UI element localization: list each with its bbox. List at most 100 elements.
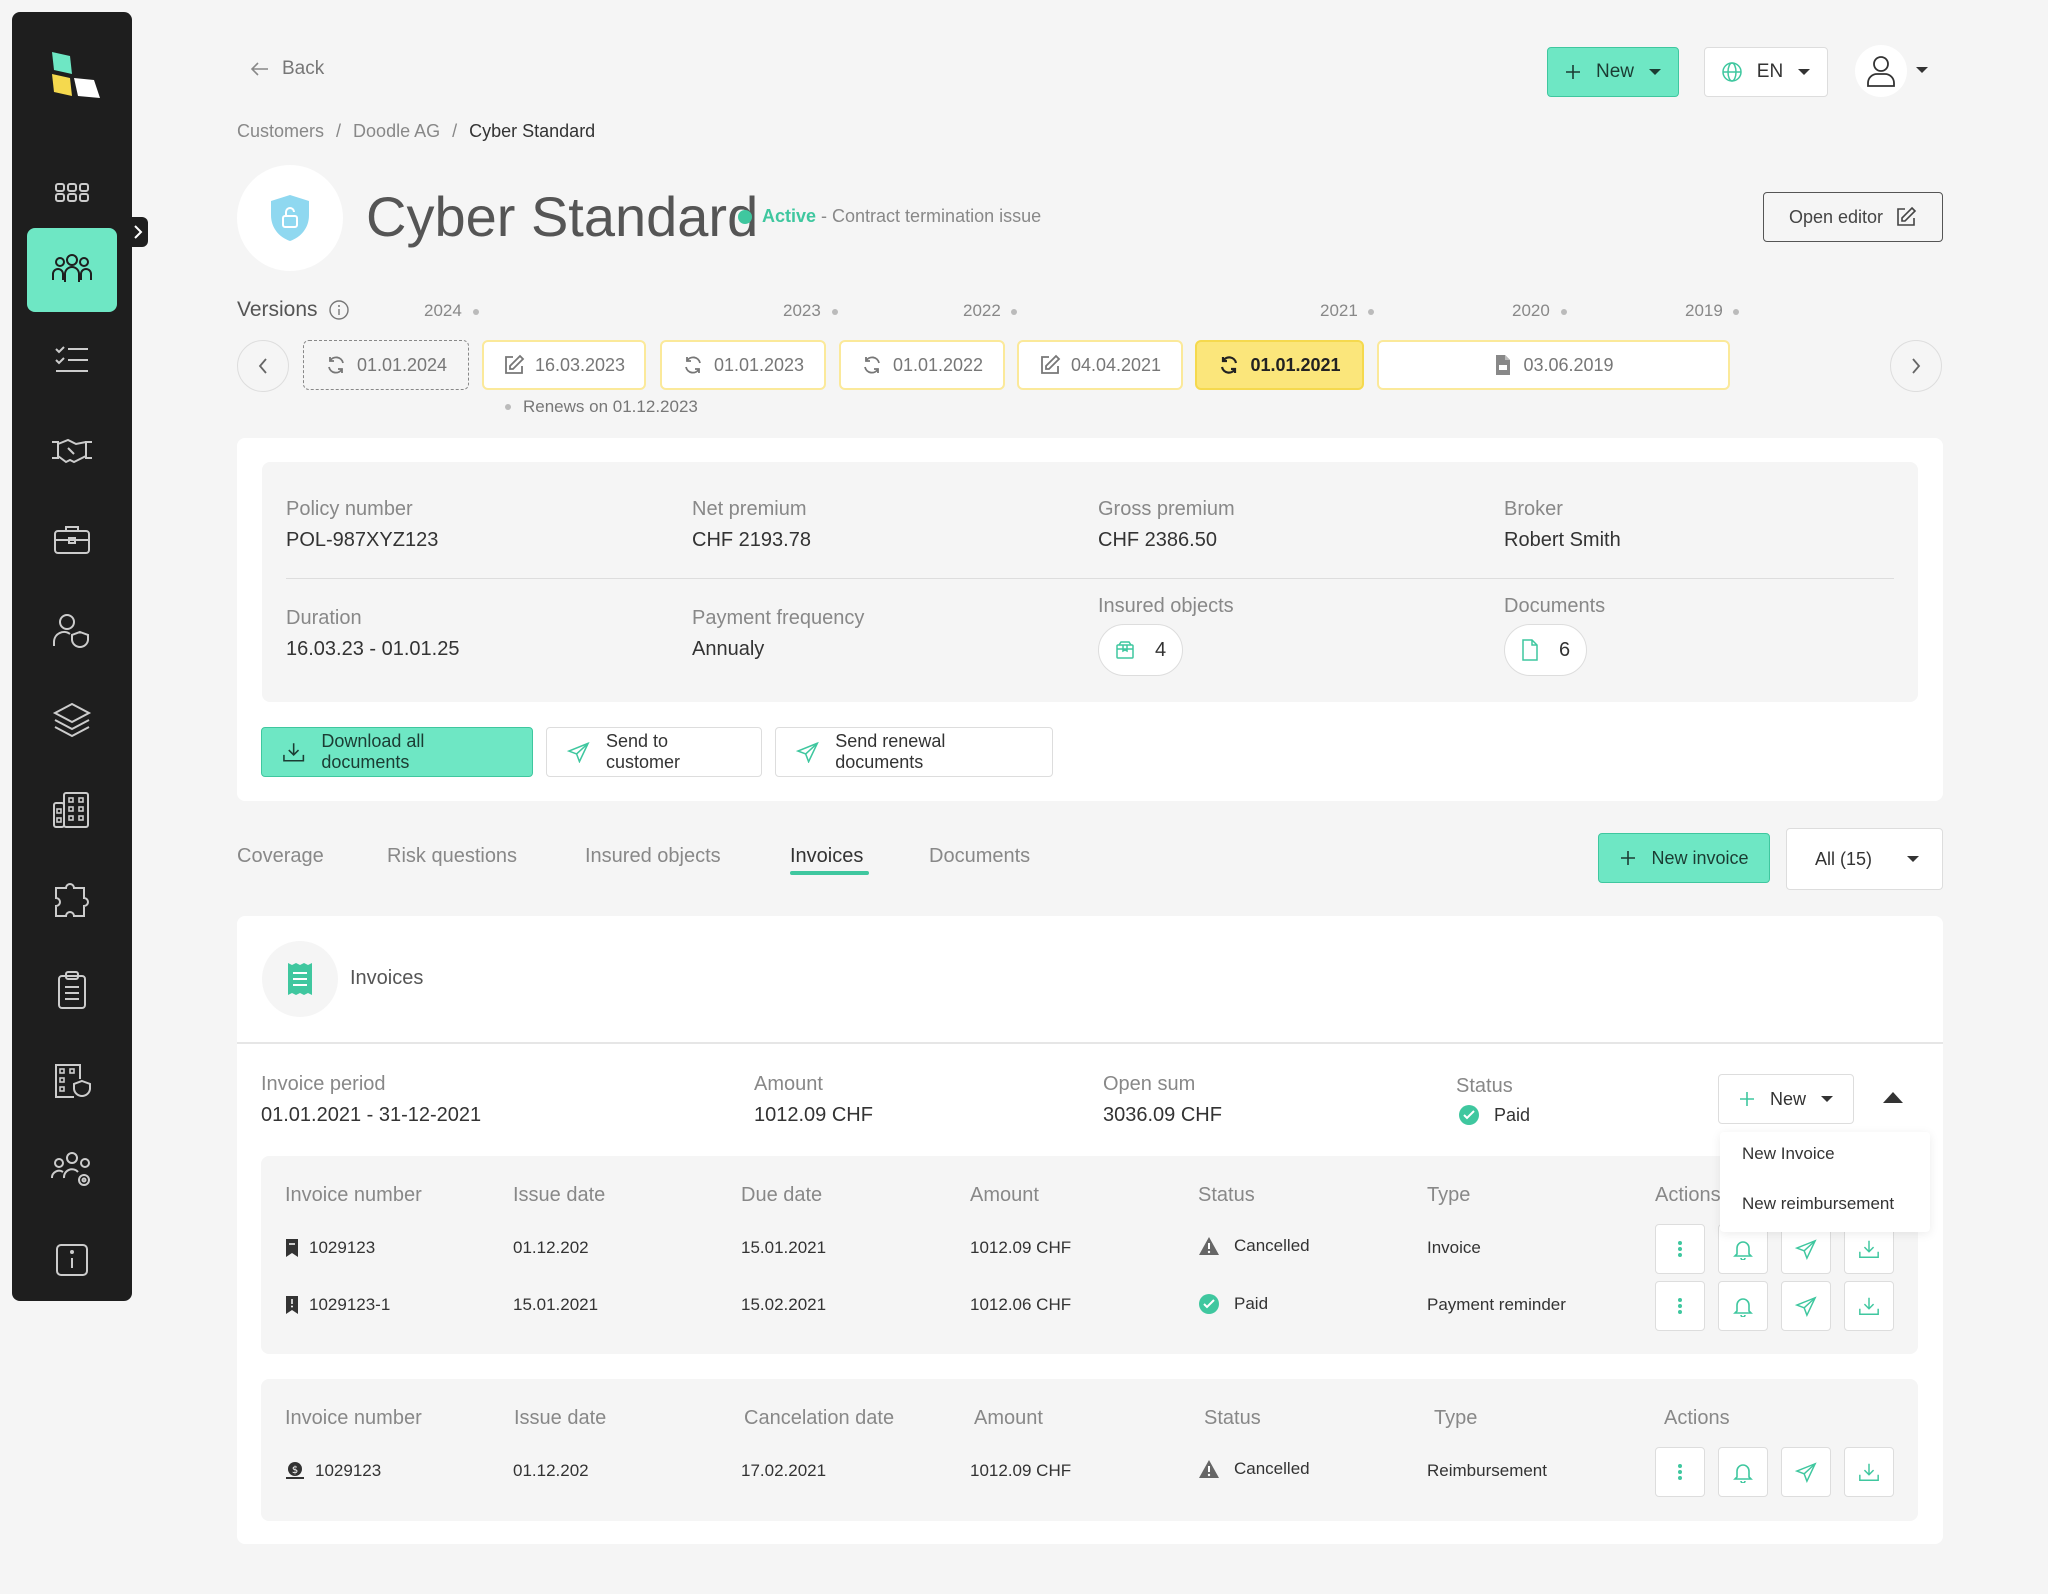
tab-coverage[interactable]: Coverage [237, 845, 324, 867]
user-menu-caret[interactable] [1915, 66, 1929, 74]
table-row-number[interactable]: $ 1029123 [285, 1461, 381, 1481]
back-link[interactable]: Back [250, 58, 324, 80]
year-label: 2023 [783, 301, 821, 320]
table-cell: 15.01.2021 [741, 1238, 827, 1257]
chevron-left-icon [258, 358, 267, 374]
back-label: Back [282, 58, 325, 79]
collapse-period-button[interactable] [1882, 1090, 1904, 1104]
table-row-number[interactable]: 1029123-1 [285, 1295, 390, 1315]
version-item[interactable]: 03.06.2019 [1377, 340, 1730, 390]
info-circle-icon[interactable] [328, 299, 350, 321]
app-logo[interactable] [50, 52, 104, 110]
version-item[interactable]: 16.03.2023 [482, 340, 646, 390]
version-item[interactable]: 01.01.2022 [839, 340, 1005, 390]
table-cell: 1012.09 CHF [970, 1461, 1072, 1480]
nav-policies[interactable] [27, 588, 117, 672]
invoice-filter-select[interactable]: All (15) [1786, 828, 1943, 890]
new-dropdown-menu: New Invoice New reimbursement [1720, 1132, 1930, 1232]
more-button[interactable] [1655, 1281, 1705, 1331]
more-button[interactable] [1655, 1447, 1705, 1497]
table-row-number[interactable]: 1029123 [285, 1238, 375, 1258]
clipboard-icon [58, 971, 86, 1009]
nav-team[interactable] [27, 1128, 117, 1212]
nav-claims[interactable] [27, 948, 117, 1032]
nav-portfolio[interactable] [27, 498, 117, 582]
year-label: 2021 [1320, 301, 1358, 320]
period-new-button[interactable]: New [1718, 1074, 1854, 1124]
nav-companies[interactable] [27, 768, 117, 852]
download-button[interactable] [1844, 1281, 1894, 1331]
nav-deals[interactable] [27, 408, 117, 492]
more-button[interactable] [1655, 1224, 1705, 1274]
open-editor-button[interactable]: Open editor [1763, 192, 1943, 242]
duration: 16.03.23 - 01.01.25 [286, 638, 460, 660]
broker: Robert Smith [1504, 529, 1621, 551]
nav-info[interactable] [27, 1218, 117, 1302]
menu-item-new-invoice[interactable]: New Invoice [1742, 1144, 1835, 1163]
send-icon [567, 741, 590, 763]
menu-item-new-reimbursement[interactable]: New reimbursement [1742, 1194, 1895, 1213]
versions-prev-button[interactable] [237, 340, 289, 392]
nav-products[interactable] [27, 678, 117, 762]
file-icon [1522, 639, 1538, 661]
tab-documents[interactable]: Documents [929, 845, 1031, 867]
net-premium: CHF 2193.78 [692, 529, 811, 551]
download-button[interactable] [1844, 1447, 1894, 1497]
status-note: - Contract termination issue [816, 206, 1042, 226]
download-icon [283, 743, 305, 762]
chevron-right-icon [134, 225, 143, 239]
nav-integrations[interactable] [27, 858, 117, 942]
bell-icon [1733, 1241, 1753, 1260]
more-vertical-icon [1678, 1464, 1682, 1480]
new-button[interactable]: New [1547, 47, 1679, 97]
nav-insurers[interactable] [27, 1038, 117, 1122]
nav-dashboard[interactable] [27, 150, 117, 234]
tab-invoices[interactable]: Invoices [790, 845, 864, 867]
download-all-button[interactable]: Download all documents [261, 727, 533, 777]
send-button[interactable] [1781, 1224, 1831, 1274]
bell-icon [1733, 1464, 1753, 1483]
table-cell-status: Cancelled [1198, 1459, 1310, 1479]
table-header: Actions [1664, 1407, 1730, 1429]
table-header: Status [1204, 1407, 1261, 1429]
table-header: Invoice number [285, 1184, 422, 1206]
briefcase-icon [54, 526, 90, 554]
gross-premium-label: Gross premium [1098, 498, 1235, 520]
invoice-period-label: Invoice period [261, 1073, 386, 1095]
nav-tasks[interactable] [27, 318, 117, 402]
version-item-selected[interactable]: 01.01.2021 [1195, 340, 1364, 390]
version-item[interactable]: 04.04.2021 [1017, 340, 1183, 390]
tab-insured-objects[interactable]: Insured objects [585, 845, 721, 867]
download-button[interactable] [1844, 1224, 1894, 1274]
table-cell: Payment reminder [1427, 1295, 1566, 1314]
invoice-period: 01.01.2021 - 31-12-2021 [261, 1104, 482, 1126]
reminder-button[interactable] [1718, 1447, 1768, 1497]
language-select[interactable]: EN [1704, 47, 1828, 97]
send-button[interactable] [1781, 1281, 1831, 1331]
send-button[interactable] [1781, 1447, 1831, 1497]
tab-risk-questions[interactable]: Risk questions [387, 845, 518, 867]
send-to-customer-button[interactable]: Send to customer [546, 727, 762, 777]
version-item[interactable]: 01.01.2023 [660, 340, 826, 390]
reminder-button[interactable] [1718, 1224, 1768, 1274]
versions-next-button[interactable] [1890, 340, 1942, 392]
table-cell: 01.12.202 [513, 1238, 589, 1257]
refresh-icon [685, 356, 701, 374]
nav-customers[interactable] [27, 228, 117, 312]
new-button-label: New [1595, 61, 1634, 82]
reminder-button[interactable] [1718, 1281, 1768, 1331]
globe-icon [1722, 62, 1742, 82]
breadcrumb: Customers / Doodle AG / Cyber Standard [237, 121, 596, 141]
breadcrumb-company[interactable]: Doodle AG [353, 121, 441, 141]
sidebar-toggle[interactable] [128, 217, 148, 247]
new-invoice-button[interactable]: New invoice [1598, 833, 1770, 883]
user-avatar[interactable] [1855, 45, 1907, 97]
table-cell: Reimbursement [1427, 1461, 1547, 1480]
insured-objects-pill[interactable]: 4 [1098, 624, 1184, 676]
layers-icon [52, 702, 92, 738]
breadcrumb-customers[interactable]: Customers [237, 121, 325, 141]
documents-pill[interactable]: 6 [1504, 624, 1588, 676]
send-renewal-button[interactable]: Send renewal documents [775, 727, 1053, 777]
version-item[interactable]: 01.01.2024 [303, 340, 469, 390]
puzzle-icon [55, 883, 89, 917]
